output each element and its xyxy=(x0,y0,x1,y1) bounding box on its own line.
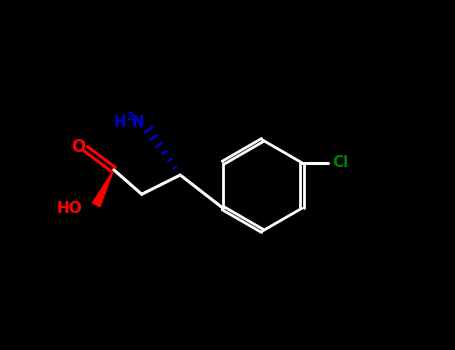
Text: N: N xyxy=(132,115,145,130)
Text: O: O xyxy=(71,138,86,156)
Text: HO: HO xyxy=(56,201,82,216)
Text: 2: 2 xyxy=(126,112,134,122)
Text: Cl: Cl xyxy=(332,155,349,170)
Polygon shape xyxy=(92,170,114,206)
Text: H: H xyxy=(113,115,126,130)
